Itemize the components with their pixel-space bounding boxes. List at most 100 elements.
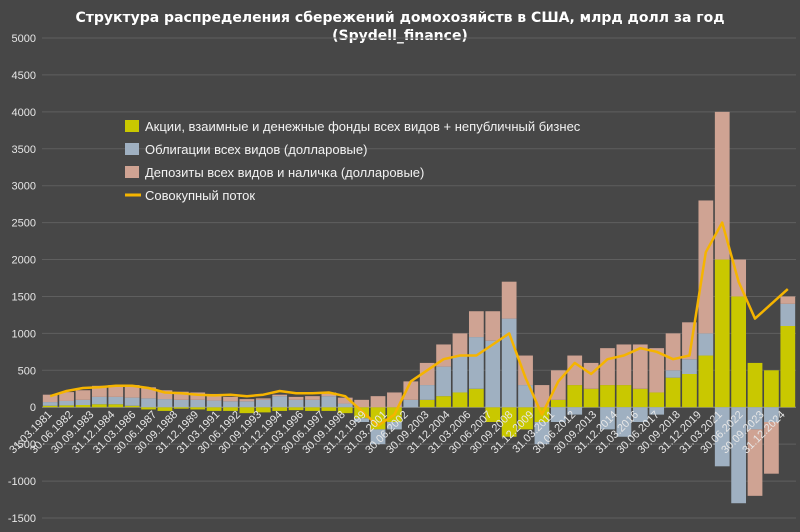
- bar-bonds: [42, 402, 58, 406]
- bar-deposits: [567, 355, 583, 386]
- bar-deposits: [337, 397, 353, 404]
- bar-bonds: [518, 385, 533, 408]
- bar-deposits: [616, 344, 632, 386]
- bar-deposits: [59, 392, 74, 401]
- bar-deposits: [780, 296, 796, 304]
- gridlines: [42, 37, 796, 519]
- bar-bonds: [714, 407, 730, 467]
- bar-equity: [468, 388, 484, 408]
- bar-equity: [764, 370, 779, 408]
- bar-bonds: [157, 399, 173, 408]
- bar-deposits: [714, 111, 730, 260]
- bar-bonds: [223, 401, 238, 408]
- bar-bonds: [567, 407, 583, 415]
- bar-deposits: [108, 385, 124, 397]
- y-tick-label: 500: [18, 365, 36, 377]
- bar-bonds: [764, 407, 779, 422]
- bar-bonds: [698, 333, 714, 356]
- bar-equity: [141, 407, 156, 410]
- bar-equity: [632, 388, 648, 408]
- bar-equity: [714, 259, 730, 408]
- bar-bonds: [305, 399, 320, 408]
- bar-bonds: [731, 407, 747, 504]
- bar-equity: [173, 407, 189, 409]
- bar-deposits: [173, 391, 189, 400]
- y-tick-label: -500: [14, 439, 36, 451]
- y-tick-label: 2000: [12, 255, 36, 267]
- bar-deposits: [518, 355, 533, 386]
- bar-bonds: [649, 407, 665, 415]
- bar-bonds: [59, 400, 74, 406]
- chart-title: Структура распределения сбережений домох…: [75, 10, 724, 26]
- bar-deposits: [288, 396, 304, 400]
- bar-deposits: [91, 385, 107, 397]
- bar-bonds: [354, 418, 370, 422]
- bar-equity: [731, 296, 747, 408]
- bar-bonds: [632, 407, 648, 422]
- bar-bonds: [206, 400, 222, 408]
- bar-equity: [321, 407, 337, 411]
- bar-bonds: [337, 403, 353, 408]
- bar-equity: [239, 407, 255, 414]
- bar-equity: [616, 385, 632, 408]
- bar-deposits: [649, 348, 665, 393]
- bar-bonds: [124, 397, 140, 406]
- y-axis: -1500 -1000 -500 0 500 1000 1500 2000 2500 3000 35…: [8, 33, 36, 525]
- bar-bonds: [272, 396, 288, 408]
- bar-bonds: [403, 399, 419, 408]
- y-tick-label: 2500: [12, 218, 36, 230]
- x-axis: 31.03.198130.06.198230.09.198331.12.1984…: [7, 409, 787, 456]
- bar-equity: [698, 355, 714, 408]
- bar-equity: [223, 407, 238, 411]
- bar-bonds: [600, 407, 615, 430]
- y-tick-label: 3500: [12, 144, 36, 156]
- bar-equity: [452, 392, 468, 408]
- legend-swatch-deposits: [125, 166, 139, 178]
- bar-deposits: [403, 381, 419, 400]
- bar-deposits: [600, 348, 615, 386]
- bar-equity: [255, 407, 271, 413]
- y-tick-label: 4000: [12, 107, 36, 119]
- bar-bonds: [550, 407, 566, 422]
- bar-deposits: [370, 396, 386, 408]
- bar-equity: [649, 392, 665, 408]
- bar-bonds: [780, 303, 796, 326]
- bar-equity: [583, 388, 599, 408]
- bar-equity: [550, 399, 566, 408]
- bar-bonds: [485, 340, 501, 408]
- bar-deposits: [583, 362, 599, 389]
- bar-equity: [518, 407, 533, 430]
- bar-equity: [157, 407, 173, 411]
- bar-equity: [485, 407, 501, 422]
- bar-deposits: [223, 396, 238, 402]
- bar-equity: [59, 405, 74, 408]
- bar-deposits: [387, 392, 402, 408]
- bar-deposits: [501, 281, 517, 319]
- bar-equity: [436, 396, 451, 408]
- bar-bonds: [387, 422, 402, 430]
- total-line: [49, 221, 789, 427]
- y-tick-label: -1000: [8, 476, 36, 488]
- bar-bonds: [468, 337, 484, 389]
- y-tick-label: 1000: [12, 328, 36, 340]
- bar-bonds: [534, 422, 550, 445]
- bar-bonds: [665, 370, 681, 378]
- bar-deposits: [190, 392, 206, 400]
- bar-deposits: [305, 396, 320, 400]
- bar-deposits: [157, 390, 173, 400]
- bar-deposits: [75, 390, 91, 400]
- bars: [42, 111, 796, 504]
- bar-equity: [682, 374, 697, 408]
- bar-bonds: [436, 366, 451, 397]
- bar-equity: [354, 407, 370, 419]
- bar-deposits: [206, 393, 222, 401]
- bar-deposits: [354, 399, 370, 408]
- bar-equity: [190, 407, 206, 410]
- bar-deposits: [239, 399, 255, 402]
- bar-bonds: [141, 398, 156, 408]
- y-tick-label: -1500: [8, 513, 36, 525]
- bar-deposits: [124, 385, 140, 398]
- bar-bonds: [108, 396, 124, 405]
- bar-equity: [600, 385, 615, 408]
